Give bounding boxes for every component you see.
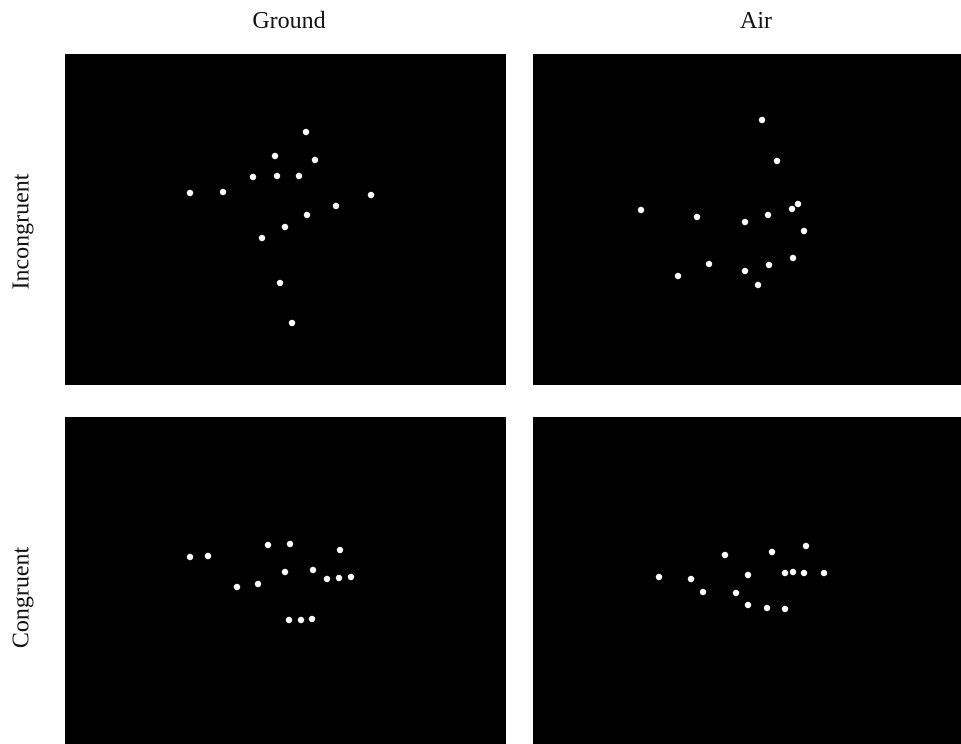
point-light-figure	[637, 116, 808, 289]
dot	[367, 191, 375, 199]
dot	[273, 172, 281, 180]
dot	[297, 616, 305, 624]
dot	[781, 569, 789, 577]
dot	[258, 234, 266, 242]
dot	[336, 546, 344, 554]
dot	[332, 202, 340, 210]
dot	[789, 568, 797, 576]
dot	[271, 152, 279, 160]
dot	[788, 205, 796, 213]
dot	[794, 200, 802, 208]
dot	[347, 573, 355, 581]
point-light-figure	[655, 542, 828, 613]
dot	[219, 188, 227, 196]
dot	[744, 571, 752, 579]
dot	[705, 260, 713, 268]
row-label-incongruent: Incongruent	[8, 173, 35, 290]
dot	[732, 589, 740, 597]
dot	[264, 541, 272, 549]
dot	[754, 281, 762, 289]
column-label-ground: Ground	[252, 8, 326, 34]
dot	[674, 272, 682, 280]
column-label-air: Air	[740, 8, 772, 34]
panel-air-incongruent	[533, 54, 961, 385]
dot	[693, 213, 701, 221]
dot	[233, 583, 241, 591]
dot	[764, 211, 772, 219]
dot	[773, 157, 781, 165]
dot	[768, 548, 776, 556]
dot	[295, 172, 303, 180]
dot	[763, 604, 771, 612]
dot	[204, 552, 212, 560]
dot	[249, 173, 257, 181]
dot	[186, 553, 194, 561]
dot	[765, 261, 773, 269]
dot	[758, 116, 766, 124]
dot	[655, 573, 663, 581]
dot	[741, 267, 749, 275]
dot	[308, 615, 316, 623]
point-light-figure	[186, 540, 355, 624]
dot	[286, 540, 294, 548]
dot	[781, 605, 789, 613]
dot	[281, 223, 289, 231]
dot	[800, 227, 808, 235]
dot	[744, 601, 752, 609]
dot	[789, 254, 797, 262]
dot	[800, 569, 808, 577]
dot	[254, 580, 262, 588]
dot	[687, 575, 695, 583]
dot	[281, 568, 289, 576]
dot	[637, 206, 645, 214]
dot	[741, 218, 749, 226]
dot	[285, 616, 293, 624]
panel-air-congruent	[533, 417, 961, 744]
panel-ground-congruent	[65, 417, 506, 744]
point-light-figure	[186, 128, 375, 327]
dot	[276, 279, 284, 287]
dot	[311, 156, 319, 164]
dot	[802, 542, 810, 550]
dot	[303, 211, 311, 219]
dot	[323, 575, 331, 583]
dot	[699, 588, 707, 596]
row-label-congruent: Congruent	[8, 546, 35, 649]
dot	[335, 574, 343, 582]
dot	[721, 551, 729, 559]
panel-ground-incongruent	[65, 54, 506, 385]
dot	[288, 319, 296, 327]
dot	[309, 566, 317, 574]
dot	[302, 128, 310, 136]
dot	[820, 569, 828, 577]
dot	[186, 189, 194, 197]
